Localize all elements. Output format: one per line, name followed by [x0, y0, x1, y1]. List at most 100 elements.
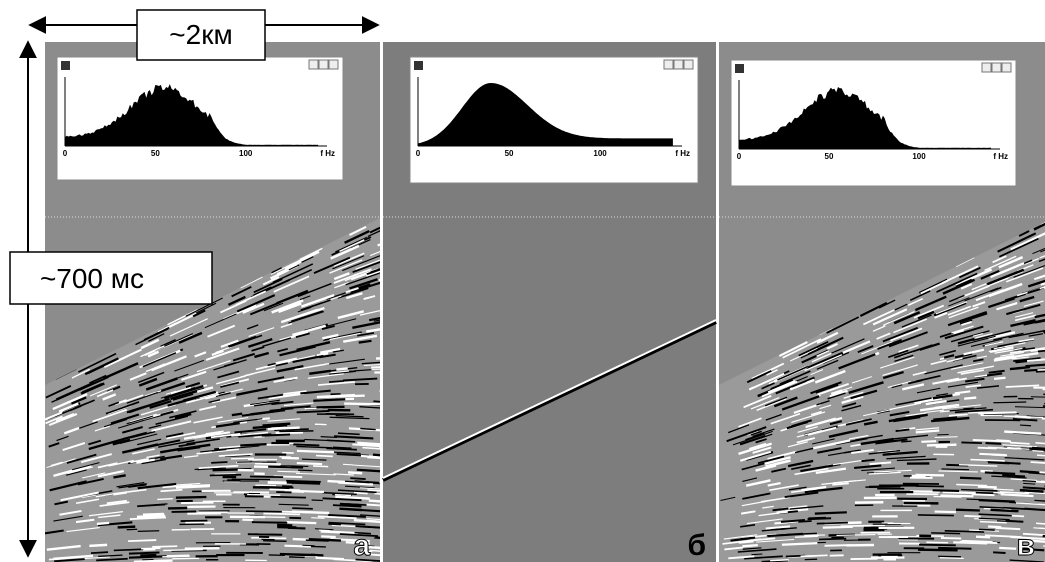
reflector — [89, 545, 107, 546]
panel: 050100f Hzв — [719, 42, 1045, 562]
reflector — [247, 495, 280, 496]
reflector — [1034, 500, 1045, 501]
spectrum-tick-label: 50 — [825, 152, 834, 161]
reflector — [271, 497, 306, 498]
reflector — [316, 407, 344, 408]
reflector — [306, 540, 329, 541]
reflector — [329, 381, 344, 382]
reflector — [819, 539, 846, 540]
reflector — [162, 556, 190, 557]
spectrum-window: 050100f Hz — [57, 57, 343, 180]
reflector — [941, 538, 961, 539]
reflector — [286, 522, 316, 523]
vertical-scale: ~700 мс — [40, 263, 144, 294]
reflector — [976, 537, 990, 538]
reflector — [348, 472, 362, 473]
reflector — [350, 478, 365, 479]
reflector — [991, 510, 1019, 511]
reflector — [254, 437, 265, 438]
reflector — [289, 557, 305, 558]
reflector — [313, 466, 328, 467]
reflector — [263, 514, 300, 515]
reflector — [935, 512, 956, 513]
reflector — [991, 455, 1007, 456]
reflector — [282, 458, 299, 459]
reflector — [176, 497, 206, 498]
reflector — [369, 554, 382, 555]
reflector — [250, 517, 285, 518]
reflector — [986, 443, 1002, 444]
window-icon — [61, 61, 70, 70]
reflector — [312, 500, 323, 501]
reflector — [1020, 471, 1040, 472]
spectrum-axis-label: f Hz — [993, 152, 1008, 161]
reflector — [945, 531, 984, 532]
reflector — [919, 545, 956, 546]
reflector — [277, 471, 300, 472]
reflector — [231, 458, 254, 459]
reflector — [297, 463, 322, 464]
reflector — [927, 445, 957, 446]
spectrum-tick-label: 50 — [151, 149, 160, 158]
reflector — [293, 444, 319, 445]
reflector — [985, 472, 1015, 473]
reflector — [269, 489, 300, 490]
reflector — [817, 523, 848, 524]
reflector — [129, 556, 167, 557]
reflector — [297, 451, 334, 452]
reflector — [741, 538, 755, 539]
window-button — [329, 60, 338, 69]
reflector — [961, 442, 982, 443]
reflector — [280, 554, 315, 555]
panel-label: в — [1017, 529, 1035, 562]
reflector — [137, 516, 165, 517]
reflector — [978, 448, 997, 449]
spectrum-tick-label: 50 — [505, 149, 514, 158]
reflector — [276, 432, 303, 433]
reflector — [129, 552, 160, 553]
reflector — [918, 515, 954, 516]
reflector — [964, 398, 976, 399]
window-button — [992, 63, 1001, 72]
reflector — [152, 546, 177, 547]
window-button — [982, 63, 991, 72]
panel-label: б — [687, 529, 706, 562]
reflector — [157, 499, 173, 500]
reflector — [836, 535, 875, 536]
reflector — [988, 527, 1001, 528]
reflector — [313, 399, 345, 400]
reflector — [316, 558, 344, 559]
reflector — [808, 518, 826, 519]
reflector — [1010, 443, 1030, 444]
reflector — [288, 528, 306, 529]
reflector — [964, 516, 980, 517]
reflector — [141, 548, 160, 549]
reflector — [1005, 463, 1020, 464]
reflector — [316, 456, 333, 457]
window-button — [684, 60, 693, 69]
reflector — [751, 554, 762, 555]
spectrum-tick-label: 100 — [912, 152, 926, 161]
reflector — [931, 533, 960, 534]
reflector — [938, 548, 971, 549]
spectrum-tick-label: 0 — [416, 149, 421, 158]
reflector — [336, 368, 347, 369]
reflector — [1020, 425, 1031, 426]
reflector — [943, 492, 976, 493]
reflector — [311, 518, 324, 519]
reflector — [862, 460, 875, 461]
reflector — [250, 477, 283, 478]
reflector — [138, 531, 159, 532]
reflector — [994, 378, 1005, 379]
spectrum-tick-label: 100 — [239, 149, 253, 158]
reflector — [997, 520, 1023, 521]
reflector — [938, 556, 961, 557]
window-button — [309, 60, 318, 69]
reflector — [292, 508, 313, 509]
reflector — [140, 555, 156, 556]
reflector — [960, 478, 981, 479]
window-button — [674, 60, 683, 69]
reflector — [343, 464, 353, 465]
reflector — [211, 462, 227, 463]
